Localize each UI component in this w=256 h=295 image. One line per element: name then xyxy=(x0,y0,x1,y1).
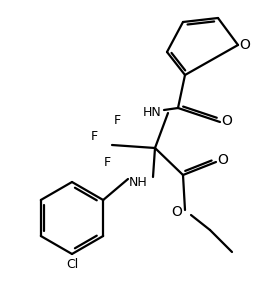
Text: F: F xyxy=(113,114,121,127)
Text: O: O xyxy=(221,114,232,128)
Text: O: O xyxy=(172,205,183,219)
Text: F: F xyxy=(90,130,98,143)
Text: O: O xyxy=(240,38,250,52)
Text: O: O xyxy=(218,153,228,167)
Text: Cl: Cl xyxy=(66,258,78,271)
Text: NH: NH xyxy=(129,176,147,189)
Text: HN: HN xyxy=(143,106,161,119)
Text: F: F xyxy=(103,157,111,170)
